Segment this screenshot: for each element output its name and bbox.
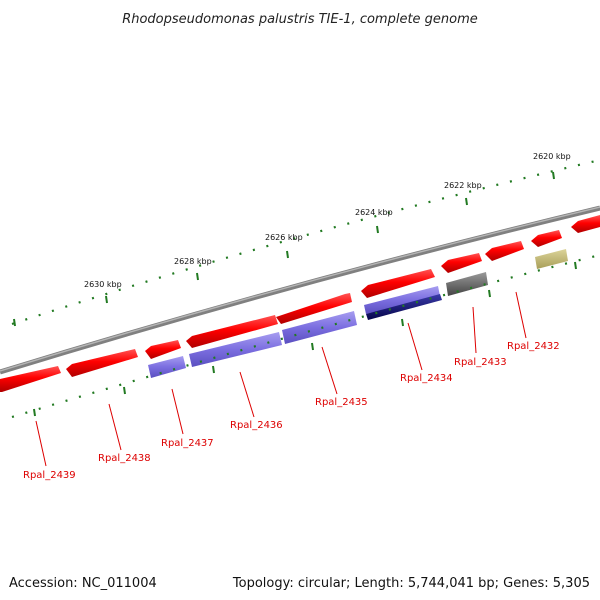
gene-label: Rpal_2439: [23, 470, 76, 481]
scale-label: 2622 kbp: [444, 181, 482, 190]
gene-label: Rpal_2432: [507, 341, 560, 352]
scale-label: 2624 kbp: [355, 208, 393, 217]
accession-text: Accession: NC_011004: [9, 576, 157, 591]
inner-scale-track: [11, 253, 600, 419]
gene-arrow-forward: [441, 253, 482, 273]
gene-arrow-forward: [361, 269, 435, 298]
gene-arrow-forward: [531, 230, 562, 247]
reverse-strand-genes: [148, 249, 568, 378]
gene-arrow-reverse: [282, 311, 357, 344]
gene-arrow-reverse: [189, 332, 282, 367]
gene-arrow-forward: [186, 315, 278, 348]
gene-arrow-forward: [145, 340, 181, 359]
scale-labels: 2620 kbp 2622 kbp 2624 kbp 2626 kbp 2628…: [84, 152, 571, 289]
gene-label: Rpal_2433: [454, 357, 507, 368]
genome-backbone: [0, 205, 600, 375]
gene-arrow-forward: [0, 366, 61, 392]
gene-arrow-forward: [485, 241, 524, 261]
gene-arrow-forward: [571, 215, 600, 233]
inner-scale-major-ticks: [33, 261, 577, 417]
gene-arrow-reverse: [364, 286, 440, 314]
gene-label-leaders: [35, 291, 527, 467]
gene-arrow-reverse: [446, 272, 488, 296]
outer-scale-major-ticks: [13, 171, 555, 327]
scale-label: 2620 kbp: [533, 152, 571, 161]
gene-arrow-reverse: [148, 356, 186, 378]
outer-scale-track: [11, 158, 600, 326]
scale-label: 2626 kbp: [265, 233, 303, 242]
genome-summary-text: Topology: circular; Length: 5,744,041 bp…: [232, 576, 590, 591]
gene-label: Rpal_2437: [161, 438, 214, 449]
gene-arrow-forward: [66, 349, 138, 377]
map-title: Rhodopseudomonas palustris TIE-1, comple…: [122, 12, 478, 27]
forward-strand-genes: [0, 215, 600, 392]
gene-labels: Rpal_2432 Rpal_2433 Rpal_2434 Rpal_2435 …: [23, 341, 560, 481]
gene-label: Rpal_2438: [98, 453, 151, 464]
gene-arrow-reverse: [535, 249, 568, 269]
gene-label: Rpal_2434: [400, 373, 453, 384]
gene-arrow-reverse: [366, 294, 442, 320]
scale-label: 2628 kbp: [174, 257, 212, 266]
gene-label: Rpal_2435: [315, 397, 368, 408]
gene-arrow-forward: [276, 293, 352, 324]
gene-label: Rpal_2436: [230, 420, 283, 431]
scale-label: 2630 kbp: [84, 280, 122, 289]
